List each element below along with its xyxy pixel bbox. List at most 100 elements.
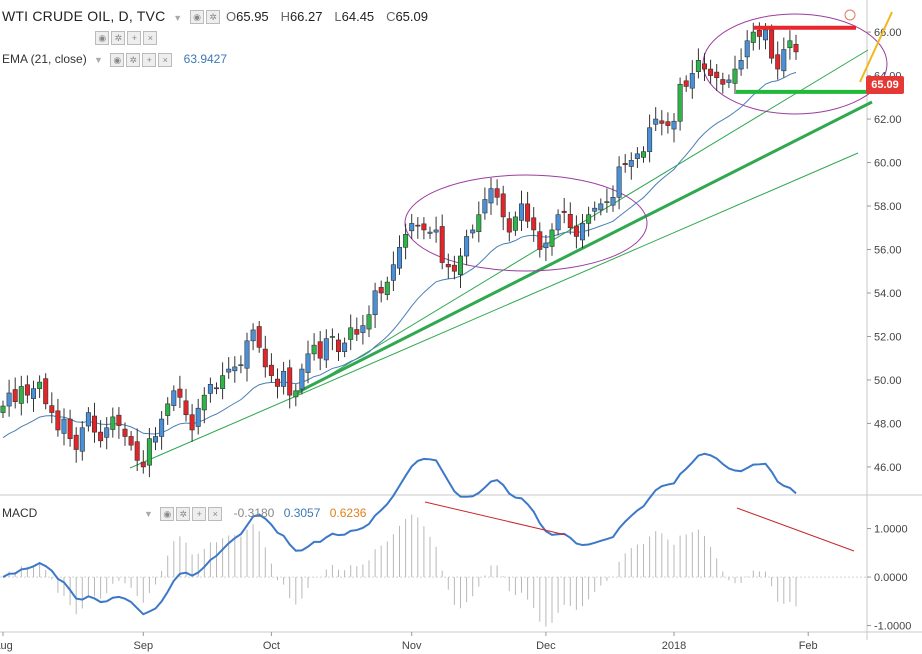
macd-legend: MACD ▼ ◉ ✲ + × -0.3180 0.3057 0.6236 bbox=[2, 506, 366, 521]
candle-body bbox=[457, 255, 463, 276]
candle-body bbox=[354, 329, 360, 335]
y-tick-label: 66.00 bbox=[874, 27, 902, 39]
trend-line-lower bbox=[129, 152, 859, 469]
add-icon[interactable]: + bbox=[142, 52, 157, 67]
candle-body bbox=[390, 264, 396, 281]
y-tick-label: 50.00 bbox=[874, 375, 902, 387]
open-key: O bbox=[226, 9, 237, 24]
candle-body bbox=[622, 163, 628, 166]
y-tick-label: 52.00 bbox=[874, 331, 902, 343]
settings-icon[interactable]: ✲ bbox=[176, 506, 191, 521]
candle-body bbox=[274, 378, 280, 387]
candle-body bbox=[378, 287, 384, 294]
candle-body bbox=[695, 60, 701, 72]
candle-body bbox=[714, 71, 720, 79]
candle-body bbox=[427, 231, 433, 234]
candle-body bbox=[756, 30, 762, 37]
y-tick-label: 58.00 bbox=[874, 201, 902, 213]
open-value: 65.95 bbox=[236, 9, 269, 24]
visibility-icon[interactable]: ◉ bbox=[160, 506, 175, 521]
candle-body bbox=[342, 342, 348, 352]
close-icon[interactable]: × bbox=[143, 30, 158, 45]
candle-body bbox=[567, 213, 573, 229]
candle-body bbox=[512, 216, 518, 231]
candle-body bbox=[24, 384, 30, 396]
symbol-title: WTI CRUDE OIL, D, TVC bbox=[2, 8, 166, 24]
candle-body bbox=[73, 434, 79, 450]
x-tick-label: Dec bbox=[536, 640, 556, 652]
candle-body bbox=[659, 120, 665, 124]
candle-body bbox=[708, 68, 714, 76]
candle-body bbox=[189, 414, 195, 431]
x-tick-label: Feb bbox=[799, 640, 818, 652]
candle-body bbox=[299, 368, 305, 390]
macd-line bbox=[2, 452, 797, 616]
candle-body bbox=[238, 364, 244, 367]
candle-body bbox=[610, 197, 616, 206]
visibility-icon[interactable]: ◉ bbox=[190, 10, 205, 25]
close-key: C bbox=[386, 9, 396, 24]
candle-body bbox=[18, 386, 24, 404]
visibility-icon[interactable]: ◉ bbox=[95, 30, 110, 45]
candle-body bbox=[732, 68, 738, 84]
settings-icon[interactable]: ✲ bbox=[111, 30, 126, 45]
y-tick-label: 56.00 bbox=[874, 245, 902, 257]
ema-line bbox=[2, 71, 797, 439]
candle-body bbox=[281, 370, 287, 387]
candle-body bbox=[293, 390, 299, 398]
candle-body bbox=[555, 214, 561, 231]
macd-line-value: 0.3057 bbox=[283, 506, 321, 520]
candle-body bbox=[128, 436, 134, 446]
candle-body bbox=[525, 203, 531, 222]
visibility-icon[interactable]: ◉ bbox=[110, 52, 125, 67]
candle-body bbox=[250, 329, 256, 342]
y-tick-label: 48.00 bbox=[874, 418, 902, 430]
candle-body bbox=[494, 188, 500, 198]
candle-body bbox=[738, 60, 744, 70]
divergence-line-left bbox=[424, 501, 567, 536]
close-value: 65.09 bbox=[395, 9, 428, 24]
candle-body bbox=[726, 79, 732, 83]
candle-body bbox=[104, 427, 110, 438]
candle-body bbox=[647, 127, 653, 152]
candle-body bbox=[744, 40, 750, 58]
ema-legend: EMA (21, close) ▼ ◉ ✲ + × 63.9427 bbox=[2, 52, 227, 67]
macd-tick-label: 0.0000 bbox=[874, 572, 908, 584]
close-icon[interactable]: × bbox=[158, 52, 173, 67]
candle-body bbox=[793, 43, 799, 53]
chevron-down-icon[interactable]: ▼ bbox=[94, 55, 103, 65]
close-icon[interactable]: × bbox=[208, 506, 223, 521]
chevron-down-icon[interactable]: ▼ bbox=[144, 509, 153, 519]
chevron-down-icon[interactable]: ▼ bbox=[173, 13, 183, 23]
candle-body bbox=[543, 242, 549, 249]
main-legend: WTI CRUDE OIL, D, TVC ▼ ◉ ✲ O65.95 H66.27… bbox=[2, 8, 436, 25]
x-tick-label: Nov bbox=[402, 640, 422, 652]
candle-body bbox=[92, 415, 98, 433]
candle-body bbox=[134, 441, 140, 461]
candle-body bbox=[268, 364, 274, 376]
settings-icon[interactable]: ✲ bbox=[126, 52, 141, 67]
candle-body bbox=[616, 166, 622, 198]
y-tick-label: 60.00 bbox=[874, 158, 902, 170]
candle-body bbox=[146, 438, 152, 466]
low-value: 64.45 bbox=[341, 9, 375, 24]
divergence-line-right bbox=[736, 507, 855, 552]
candle-body bbox=[384, 281, 390, 296]
candle-body bbox=[220, 375, 226, 389]
candle-body bbox=[79, 427, 85, 452]
candle-body bbox=[439, 226, 445, 263]
candle-body bbox=[671, 120, 677, 130]
candle-body bbox=[518, 203, 524, 221]
candle-body bbox=[506, 218, 512, 233]
alert-marker bbox=[844, 9, 856, 21]
add-icon[interactable]: + bbox=[127, 30, 142, 45]
candle-body bbox=[561, 210, 567, 213]
add-icon[interactable]: + bbox=[192, 506, 207, 521]
candle-body bbox=[787, 40, 793, 49]
candle-body bbox=[55, 410, 61, 431]
settings-icon[interactable]: ✲ bbox=[206, 10, 221, 25]
candle-body bbox=[640, 151, 646, 158]
candle-body bbox=[311, 344, 317, 355]
